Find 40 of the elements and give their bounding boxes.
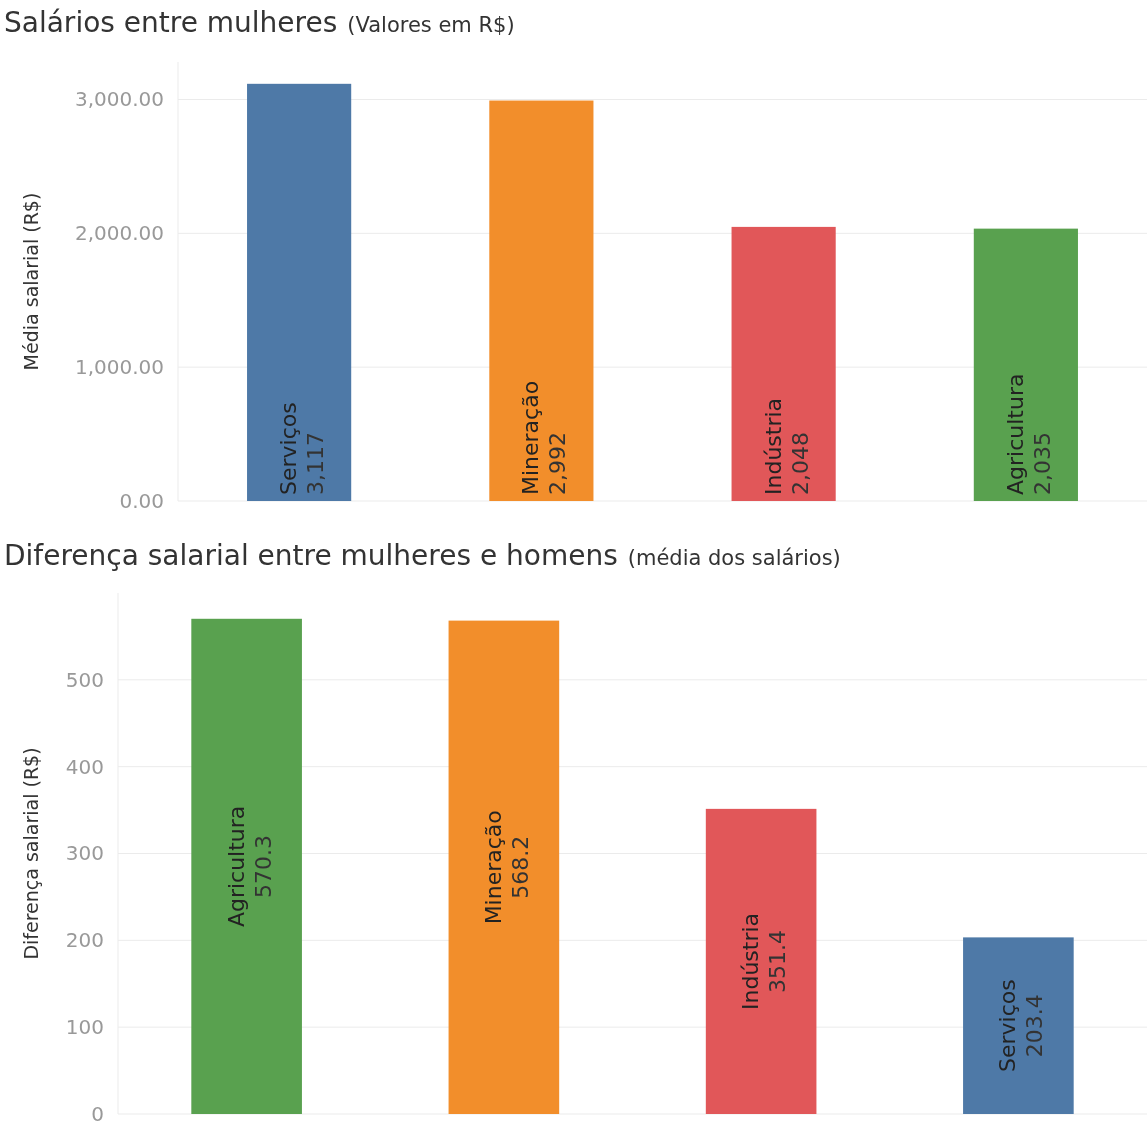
- data-label: 2,992: [545, 432, 571, 495]
- y-tick-label: 400: [65, 754, 104, 779]
- category-label: Mineração: [480, 810, 506, 925]
- bar: [731, 226, 836, 501]
- chart-title: Salários entre mulheres: [4, 6, 338, 39]
- chart-subtitle: (Valores em R$): [347, 13, 515, 37]
- y-tick-label: 100: [65, 1015, 104, 1040]
- data-label: 2,035: [1029, 432, 1055, 495]
- y-tick-label: 1,000.00: [74, 355, 164, 380]
- data-label: 203.4: [1022, 994, 1048, 1058]
- chart-title: Diferença salarial entre mulheres e homens: [4, 539, 618, 572]
- category-label: Agricultura: [223, 805, 249, 928]
- bar: [963, 937, 1074, 1114]
- bar: [489, 100, 594, 501]
- y-tick-label: 200: [65, 928, 104, 953]
- bar: [247, 83, 352, 501]
- bar: [973, 228, 1078, 501]
- y-tick-label: 0.00: [119, 488, 164, 513]
- data-label: 3,117: [303, 432, 329, 495]
- y-tick-label: 500: [65, 667, 104, 692]
- y-tick-label: 0: [91, 1101, 104, 1126]
- bar: [705, 808, 817, 1114]
- data-label: 2,048: [787, 432, 813, 495]
- bar: [448, 620, 560, 1114]
- data-label: 568.2: [507, 835, 533, 899]
- category-label: Agricultura: [1002, 373, 1028, 495]
- bar: [191, 618, 302, 1114]
- category-label: Indústria: [738, 912, 764, 1010]
- y-axis-title: Média salarial (R$): [20, 192, 42, 371]
- y-tick-label: 2,000.00: [74, 221, 164, 246]
- data-label: 570.3: [250, 834, 276, 898]
- y-tick-label: 300: [65, 841, 104, 866]
- data-label: 351.4: [765, 929, 791, 993]
- category-label: Indústria: [760, 397, 786, 495]
- category-label: Mineração: [518, 380, 544, 495]
- chart-subtitle: (média dos salários): [627, 546, 841, 570]
- category-label: Serviços: [995, 979, 1021, 1073]
- category-label: Serviços: [276, 402, 302, 495]
- y-tick-label: 3,000.00: [74, 87, 164, 112]
- y-axis-title: Diferença salarial (R$): [20, 747, 42, 960]
